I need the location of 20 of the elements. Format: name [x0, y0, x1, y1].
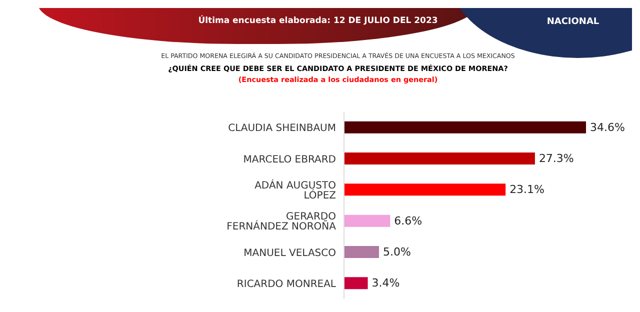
y-tick-label: CLAUDIA SHEINBAUM — [228, 123, 336, 134]
bar — [344, 121, 586, 134]
data-label: 23.1% — [510, 183, 545, 196]
data-label: 5.0% — [382, 246, 411, 259]
text: NACIONAL — [546, 17, 600, 27]
bar — [344, 152, 535, 165]
y-tick-label: RICARDO MONREAL — [236, 278, 336, 290]
data-label: 27.3% — [538, 152, 574, 166]
data-label: 34.6% — [590, 120, 625, 134]
y-tick-label: ADÁN AUGUSTO LÓPEZ — [254, 178, 336, 202]
data-label: 6.6% — [394, 214, 422, 228]
bar — [344, 277, 368, 290]
bar — [344, 184, 506, 196]
y-tick-label: GERARDO FERNÁNDEZ NOROÑA — [226, 212, 336, 233]
y-tick-label: MANUEL VELASCO — [244, 248, 336, 259]
bar — [344, 246, 379, 258]
bar — [344, 214, 390, 227]
text: Última encuesta elaborada: 12 DE JULIO DEL 2023 — [197, 16, 439, 26]
data-label: 3.4% — [372, 276, 400, 290]
y-tick-label: MARCELO EBRARD — [243, 154, 336, 166]
